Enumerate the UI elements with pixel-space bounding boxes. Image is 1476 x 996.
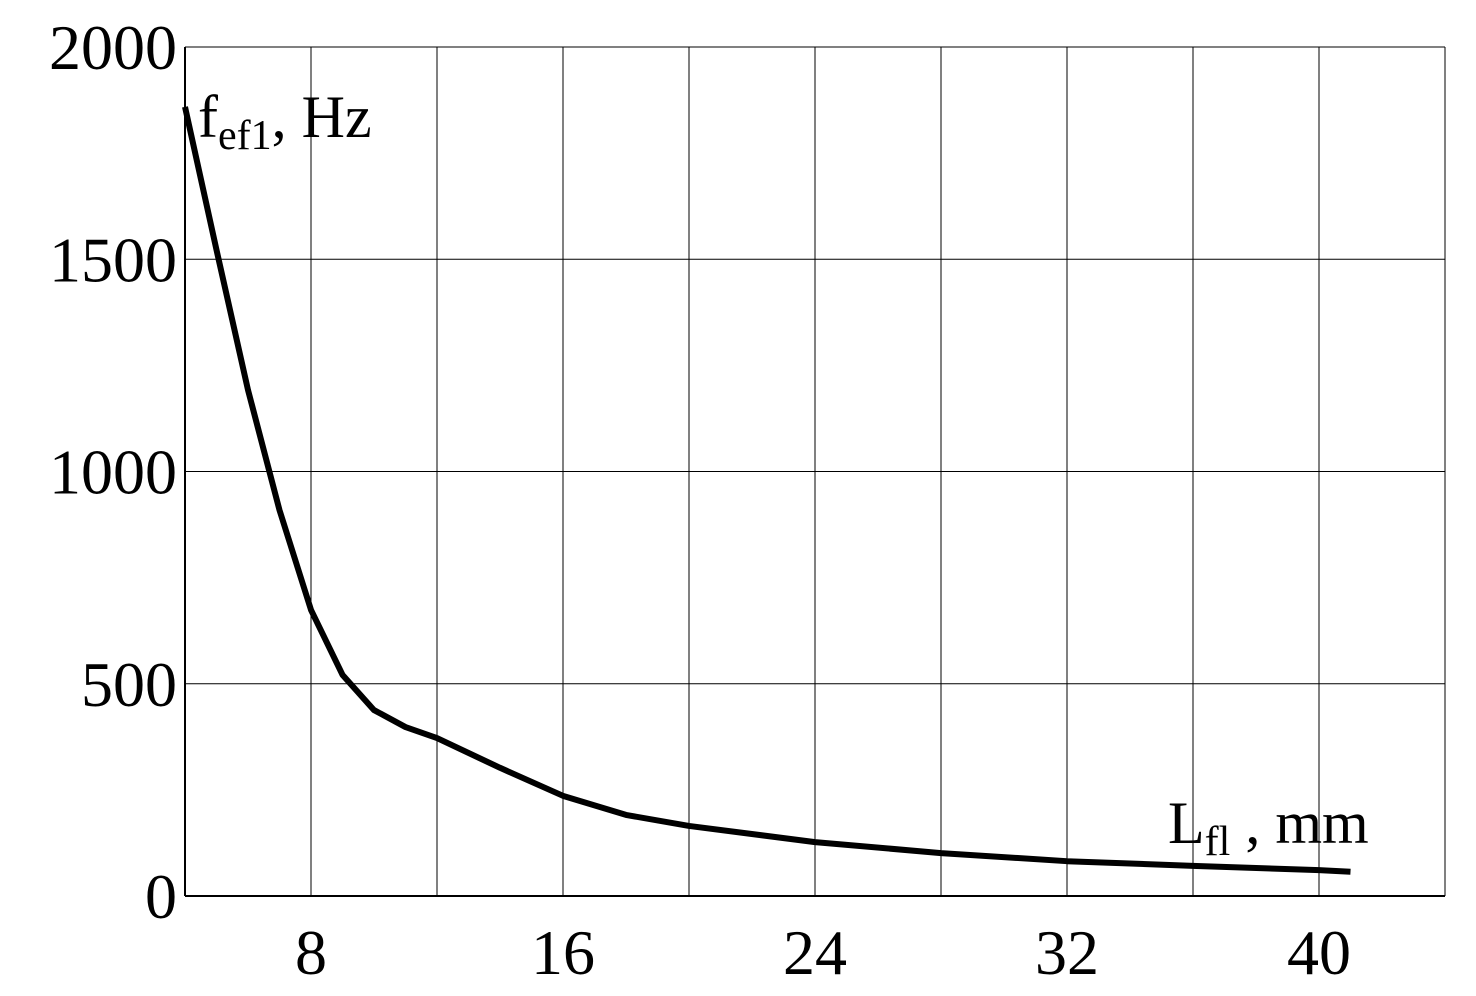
y-axis-label-rest: , Hz	[272, 84, 372, 150]
y-tick-label: 1500	[49, 224, 177, 295]
x-axis-label: Lfl , mm	[1168, 790, 1369, 865]
line-series	[182, 106, 1351, 875]
y-tick-label: 1000	[49, 437, 177, 508]
x-tick-label: 16	[531, 917, 595, 988]
y-axis-label: fef1, Hz	[198, 84, 372, 159]
x-axis-label-sub: fl	[1205, 819, 1231, 865]
x-tick-label: 8	[295, 917, 327, 988]
y-tick-label: 0	[145, 861, 177, 932]
x-tick-label: 24	[783, 917, 847, 988]
x-axis-label-rest: , mm	[1230, 790, 1368, 856]
x-tick-label: 40	[1287, 917, 1351, 988]
y-tick-label: 2000	[49, 12, 177, 83]
x-axis-label-base: L	[1168, 790, 1205, 856]
y-tick-label: 500	[81, 649, 177, 720]
y-axis-label-base: f	[198, 84, 218, 150]
y-axis-label-sub: ef1	[218, 113, 272, 159]
x-tick-label: 32	[1035, 917, 1099, 988]
